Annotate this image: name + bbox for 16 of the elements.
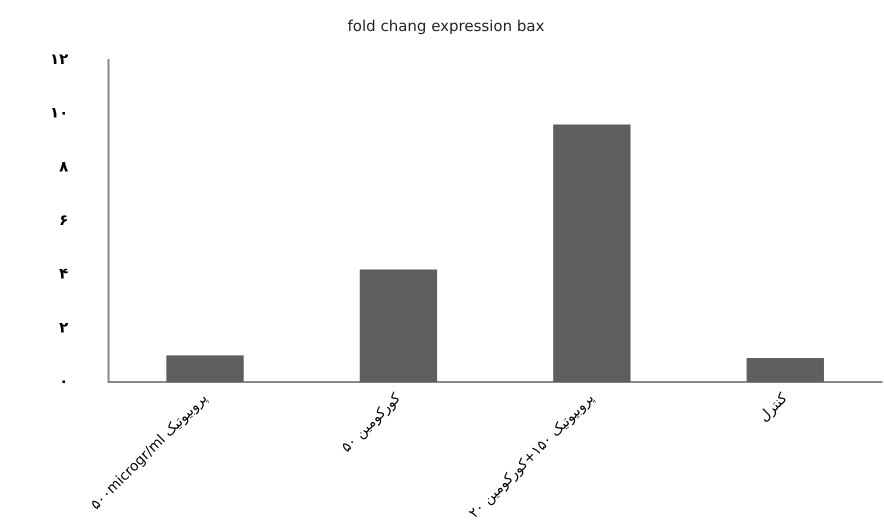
y-tick-label: ۴ [59, 264, 68, 283]
bar [166, 355, 244, 382]
x-tick-label: پروبیوتیک ۱۵۰+کورکومین ۲۰ [466, 390, 598, 522]
x-tick-label: کورکومین ۵۰ [338, 390, 404, 456]
y-tick-label: ۱۰ [50, 104, 68, 122]
y-tick-label: ۶ [59, 211, 68, 230]
bar [360, 269, 438, 382]
chart-title: fold chang expression bax [348, 16, 545, 35]
bar [746, 358, 824, 382]
y-tick-label: ۸ [59, 157, 68, 176]
x-tick-label: پروبیوتیک ۵۰۰microgr/ml [88, 390, 210, 513]
x-tick-label: کنترل [756, 390, 791, 425]
y-tick-label: ۲ [59, 318, 68, 336]
y-tick-label: ۰ [59, 372, 68, 390]
bar [553, 124, 631, 382]
y-tick-label: ۱۲ [50, 50, 68, 68]
